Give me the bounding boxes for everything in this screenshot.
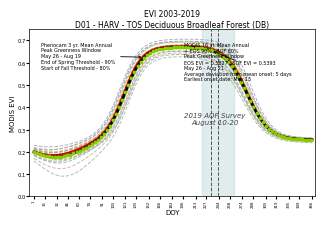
X-axis label: DOY: DOY (165, 209, 179, 215)
Text: Phenocam 3 yr. Mean Annual
Peak Greenness Window
May 26 - Aug 19
End of Spring T: Phenocam 3 yr. Mean Annual Peak Greennes… (41, 42, 141, 71)
Y-axis label: MODIS EVI: MODIS EVI (10, 95, 16, 132)
Bar (202, 30, 234, 197)
Text: 2019 AOP Survey
August 10-20: 2019 AOP Survey August 10-20 (184, 112, 245, 125)
Title: EVI 2003-2019
D01 - HARV - TOS Deciduous Broadleaf Forest (DB): EVI 2003-2019 D01 - HARV - TOS Deciduous… (75, 10, 269, 29)
Text: MODIS 16 yr. Mean Annual
+ EOS 90% / SOF 80%
Peak Greenness Window
EOS EVI = 0.5: MODIS 16 yr. Mean Annual + EOS 90% / SOF… (184, 42, 292, 82)
